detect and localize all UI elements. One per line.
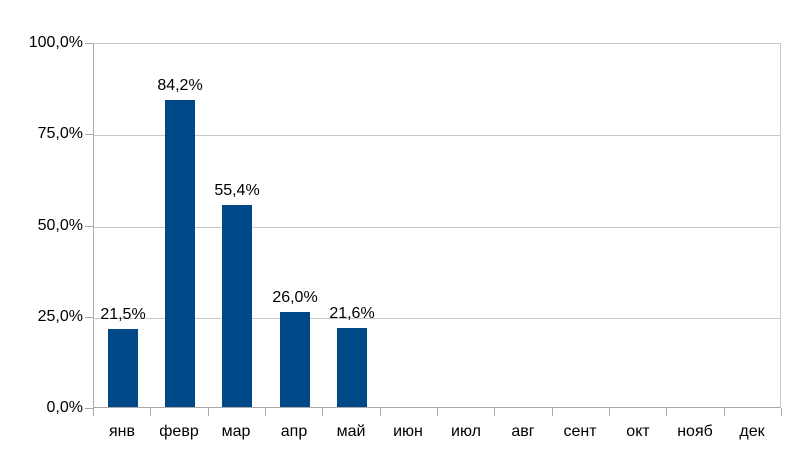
bar xyxy=(165,100,195,407)
x-tickmark xyxy=(380,408,381,416)
x-tick-label: окт xyxy=(626,423,650,440)
gridline xyxy=(94,135,780,136)
plot-area: 21,5% 84,2% 55,4% 26,0% 21,6% xyxy=(93,43,781,408)
x-tickmark xyxy=(265,408,266,416)
x-tickmark xyxy=(322,408,323,416)
bar xyxy=(337,328,367,407)
x-tick-label: июн xyxy=(393,423,423,440)
bar-data-label: 21,6% xyxy=(329,305,375,322)
y-tick-label: 50,0% xyxy=(37,217,83,234)
x-tick-label: нояб xyxy=(677,423,713,440)
x-tickmark xyxy=(150,408,151,416)
y-tick-label: 25,0% xyxy=(37,308,83,325)
y-tick-label: 0,0% xyxy=(46,399,83,416)
y-tick-label: 75,0% xyxy=(37,125,83,142)
bar-data-label: 21,5% xyxy=(100,306,146,323)
x-tickmark xyxy=(494,408,495,416)
y-tickmark xyxy=(85,134,93,135)
x-tickmark xyxy=(437,408,438,416)
bar-data-label: 26,0% xyxy=(272,289,318,306)
x-tickmark xyxy=(666,408,667,416)
x-tickmark xyxy=(724,408,725,416)
x-tick-label: февр xyxy=(159,423,199,440)
bar-data-label: 55,4% xyxy=(214,182,260,199)
y-tick-label: 100,0% xyxy=(28,34,83,51)
x-tickmark xyxy=(208,408,209,416)
gridline xyxy=(94,227,780,228)
x-tick-label: апр xyxy=(280,423,308,440)
y-tickmark xyxy=(85,408,93,409)
bar xyxy=(108,329,138,407)
x-tick-label: авг xyxy=(511,423,535,440)
x-tick-label: сент xyxy=(563,423,597,440)
x-tickmark xyxy=(781,408,782,416)
bar-data-label: 84,2% xyxy=(157,77,203,94)
y-tickmark xyxy=(85,317,93,318)
x-tick-label: июл xyxy=(451,423,481,440)
bar xyxy=(280,312,310,407)
y-tickmark xyxy=(85,226,93,227)
bar xyxy=(222,205,252,407)
x-tick-label: май xyxy=(336,423,366,440)
x-tickmark xyxy=(93,408,94,416)
x-tickmark xyxy=(552,408,553,416)
x-tick-label: мар xyxy=(221,423,251,440)
x-tickmark xyxy=(609,408,610,416)
gridline xyxy=(94,318,780,319)
x-tick-label: янв xyxy=(109,423,135,440)
y-tickmark xyxy=(85,43,93,44)
x-tick-label: дек xyxy=(739,423,765,440)
